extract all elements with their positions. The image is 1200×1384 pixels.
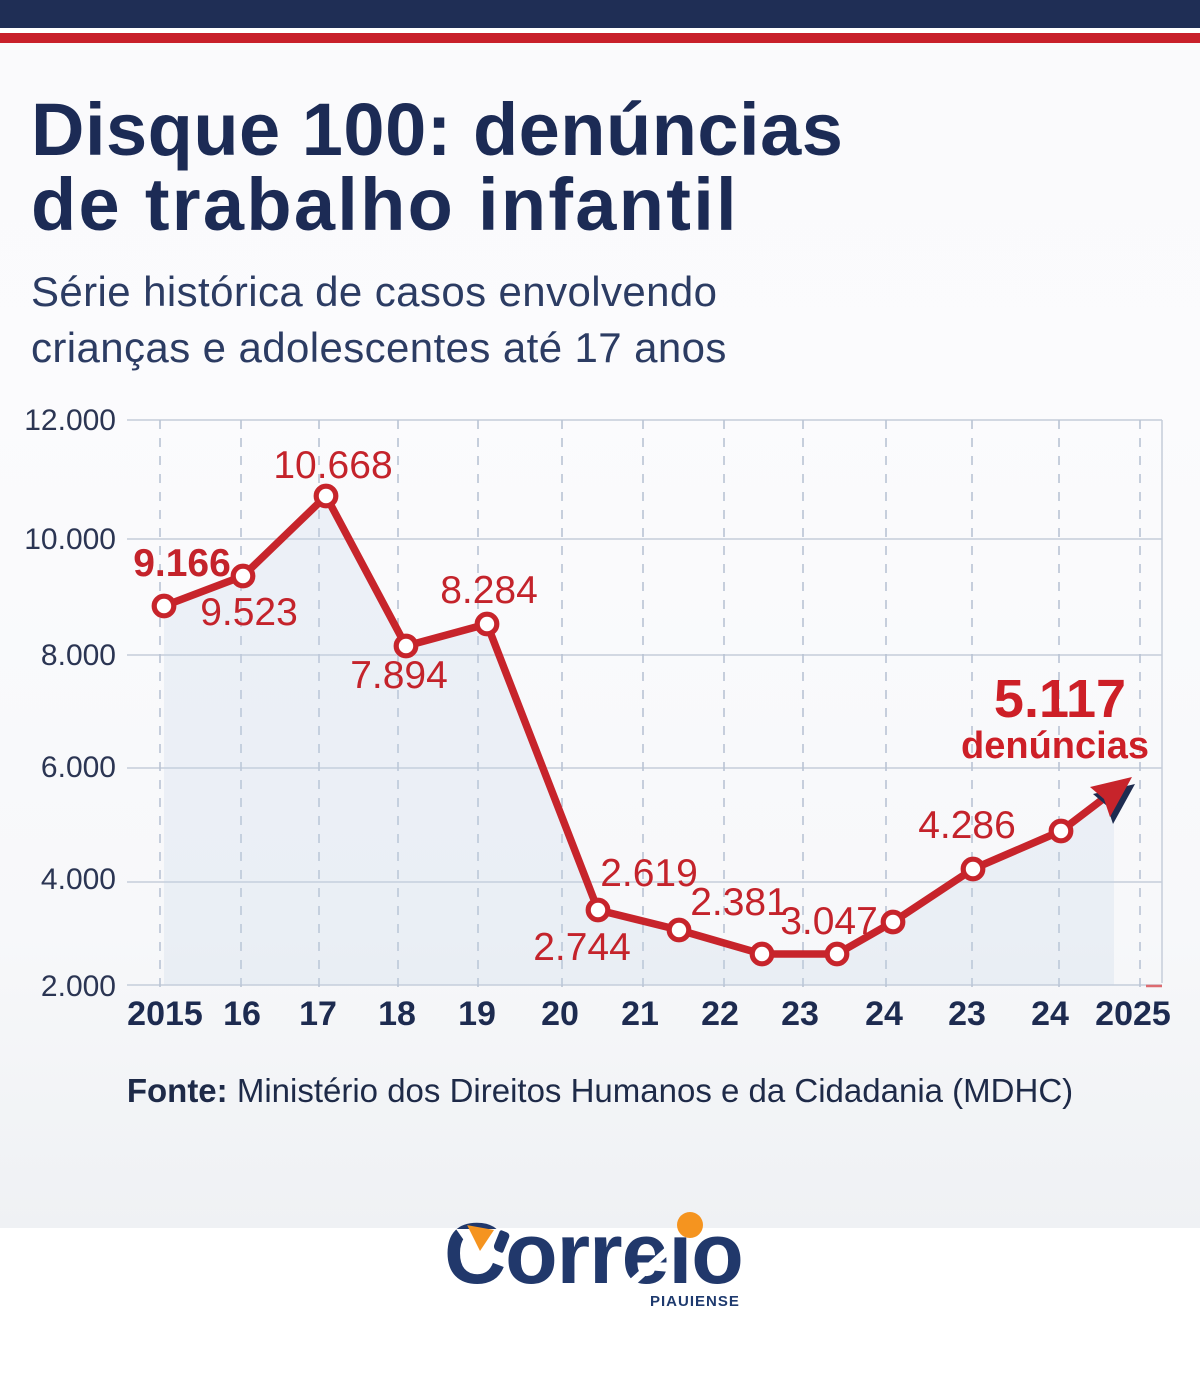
svg-text:9.166: 9.166	[133, 542, 231, 585]
svg-text:8.000: 8.000	[41, 639, 116, 672]
svg-text:20: 20	[541, 995, 579, 1033]
svg-text:6.000: 6.000	[41, 751, 116, 784]
svg-text:10.668: 10.668	[273, 444, 392, 487]
svg-text:2025: 2025	[1095, 995, 1171, 1033]
svg-text:denúncias: denúncias	[961, 725, 1149, 767]
svg-text:17: 17	[299, 995, 337, 1033]
svg-text:7.894: 7.894	[350, 654, 448, 697]
svg-text:4.000: 4.000	[41, 863, 116, 896]
svg-text:4.286: 4.286	[918, 804, 1016, 847]
svg-text:23: 23	[948, 995, 986, 1033]
svg-text:19: 19	[458, 995, 496, 1033]
svg-text:22: 22	[701, 995, 739, 1033]
svg-text:16: 16	[223, 995, 261, 1033]
svg-text:8.284: 8.284	[440, 569, 538, 612]
svg-text:2.744: 2.744	[533, 926, 631, 969]
svg-text:12.000: 12.000	[24, 404, 116, 437]
svg-text:2015: 2015	[127, 995, 203, 1033]
svg-text:23: 23	[781, 995, 819, 1033]
svg-text:10.000: 10.000	[24, 523, 116, 556]
svg-text:21: 21	[621, 995, 659, 1033]
svg-text:2.381: 2.381	[690, 881, 788, 924]
svg-text:2.619: 2.619	[600, 852, 698, 895]
svg-text:3.047: 3.047	[780, 900, 878, 943]
svg-text:9.523: 9.523	[200, 591, 298, 634]
svg-text:24: 24	[1031, 995, 1069, 1033]
svg-text:24: 24	[865, 995, 903, 1033]
svg-text:18: 18	[378, 995, 416, 1033]
svg-text:2.000: 2.000	[41, 970, 116, 1003]
svg-text:5.117: 5.117	[994, 669, 1126, 729]
